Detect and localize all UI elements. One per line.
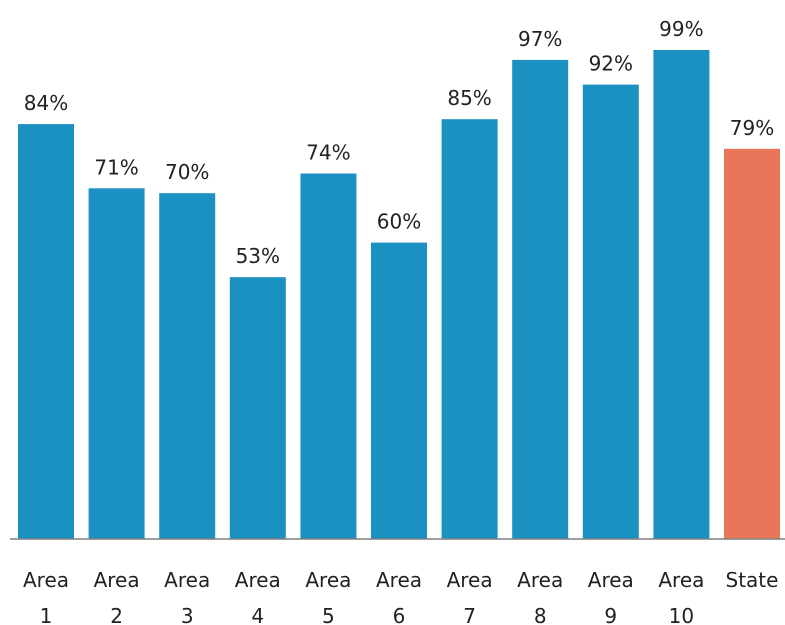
x-tick-label-line: Area xyxy=(305,568,351,592)
value-label-7: 85% xyxy=(447,86,491,110)
x-tick-label-line: Area xyxy=(447,568,493,592)
x-tick-label-line: 9 xyxy=(604,604,617,625)
bar-2 xyxy=(88,188,145,540)
bar-7 xyxy=(441,119,498,539)
value-label-11: 79% xyxy=(730,116,774,140)
value-label-3: 70% xyxy=(165,160,209,184)
value-label-9: 92% xyxy=(589,52,633,76)
bar-8 xyxy=(512,59,569,540)
x-tick-label-line: 8 xyxy=(534,604,547,625)
bar-1 xyxy=(18,124,74,539)
bar-6 xyxy=(371,242,427,539)
value-label-6: 60% xyxy=(377,210,421,234)
bar-3 xyxy=(159,193,216,539)
x-tick-label-9: Area 9 xyxy=(588,568,634,625)
x-tick-label-line: 10 xyxy=(669,604,694,625)
bar-4 xyxy=(229,277,286,539)
x-tick-label-line: 5 xyxy=(322,604,335,625)
x-tick-label-8: Area 8 xyxy=(517,568,563,625)
x-tick-label-line: 7 xyxy=(463,604,476,625)
x-tick-label-line: Area xyxy=(588,568,634,592)
x-tick-label-line: Area xyxy=(164,568,210,592)
x-tick-label-6: Area 6 xyxy=(376,568,422,625)
value-label-8: 97% xyxy=(518,27,562,51)
x-tick-labels-group: Area 1 Area 2 Area 3 Area 4 Area 5 Area 6 Area 7 Area 8… xyxy=(23,568,778,625)
x-tick-label-11: State xyxy=(726,568,779,592)
x-tick-label-line: Area xyxy=(23,568,69,592)
bar-9 xyxy=(582,84,639,539)
value-labels-group: 84% 71% 70% 53% 74% 60% 85% 97% 92% 99% 79% xyxy=(24,17,774,268)
x-tick-label-line: 4 xyxy=(251,604,264,625)
x-tick-label-line: Area xyxy=(235,568,281,592)
x-tick-label-line: Area xyxy=(658,568,704,592)
x-tick-label-line: Area xyxy=(517,568,563,592)
value-label-2: 71% xyxy=(94,155,138,179)
x-tick-label-5: Area 5 xyxy=(305,568,351,625)
x-tick-label-10: Area 10 xyxy=(658,568,704,625)
x-tick-label-3: Area 3 xyxy=(164,568,210,625)
value-label-10: 99% xyxy=(659,17,703,41)
x-tick-label-line: State xyxy=(726,568,779,592)
value-label-1: 84% xyxy=(24,91,68,115)
x-tick-label-line: Area xyxy=(376,568,422,592)
bars-group xyxy=(18,50,780,540)
x-tick-label-line: 2 xyxy=(110,604,123,625)
x-tick-label-7: Area 7 xyxy=(447,568,493,625)
bar-5 xyxy=(300,173,357,539)
x-tick-label-4: Area 4 xyxy=(235,568,281,625)
x-tick-label-line: 1 xyxy=(40,604,53,625)
x-tick-label-2: Area 2 xyxy=(94,568,140,625)
value-label-5: 74% xyxy=(306,141,350,165)
bar-11 xyxy=(724,148,780,540)
x-tick-label-line: 6 xyxy=(393,604,406,625)
x-tick-label-1: Area 1 xyxy=(23,568,69,625)
bar-10 xyxy=(653,50,710,539)
x-tick-label-line: Area xyxy=(94,568,140,592)
x-tick-label-line: 3 xyxy=(181,604,194,625)
value-label-4: 53% xyxy=(236,244,280,268)
